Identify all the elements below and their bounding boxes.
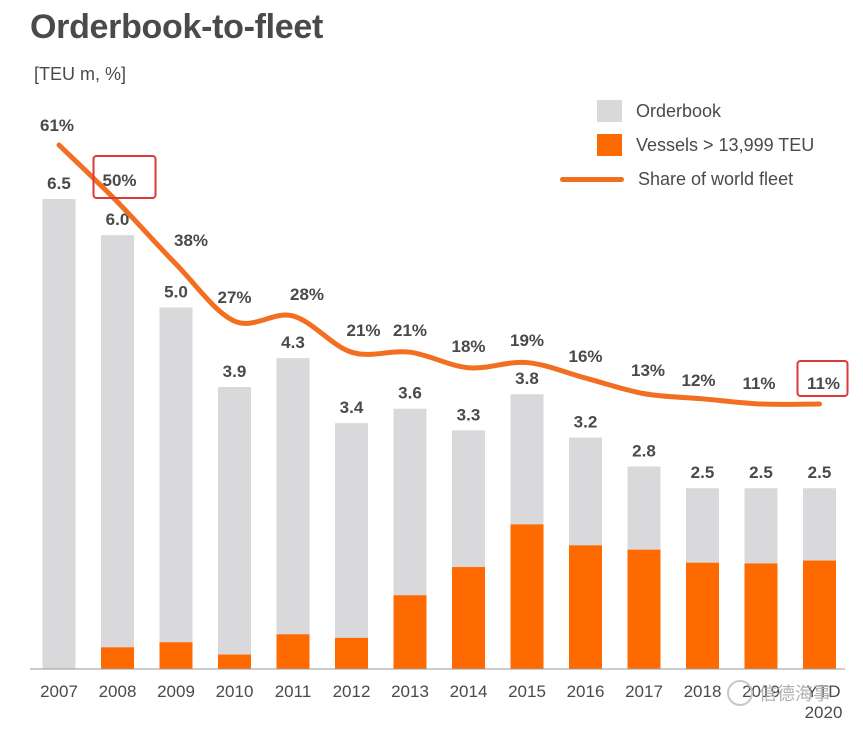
x-tick-label: YTD 2020: [805, 682, 843, 722]
orderbook-value-label: 2.5: [691, 463, 715, 482]
x-tick-label: 2011: [275, 682, 312, 701]
vessels-bar: [627, 549, 661, 669]
x-tick-label: 2009: [157, 682, 195, 701]
vessels-bar: [686, 562, 719, 669]
x-tick-label: 2007: [40, 682, 78, 701]
vessels-bar: [276, 634, 310, 669]
share-value-label: 12%: [681, 371, 715, 390]
orderbook-value-label: 6.0: [106, 210, 130, 229]
share-value-label: 27%: [217, 288, 251, 307]
legend: Orderbook Vessels > 13,999 TEU Share of …: [560, 94, 814, 196]
chart-title: Orderbook-to-fleet: [30, 8, 324, 46]
vessels-bar: [803, 560, 836, 669]
share-value-label: 11%: [742, 374, 775, 393]
x-tick-label: 2018: [684, 682, 722, 701]
vessels-bar: [393, 595, 427, 669]
legend-item-share: Share of world fleet: [560, 162, 814, 196]
x-tick-label: 2013: [391, 682, 429, 701]
legend-item-vessels: Vessels > 13,999 TEU: [560, 128, 814, 162]
orderbook-bar: [42, 199, 76, 669]
orderbook-value-label: 3.3: [457, 405, 481, 424]
share-value-label: 13%: [631, 361, 665, 380]
legend-swatch-orderbook: [597, 100, 622, 122]
highlight-box: [796, 360, 849, 397]
share-value-label: 38%: [174, 231, 208, 250]
x-tick-label: 2012: [333, 682, 371, 701]
orderbook-value-label: 2.8: [632, 442, 656, 461]
legend-label-share: Share of world fleet: [638, 168, 794, 189]
vessels-bar: [218, 654, 251, 669]
orderbook-value-label: 3.2: [574, 413, 598, 432]
unit-label: [TEU m, %]: [34, 64, 127, 84]
legend-line-share: [560, 176, 624, 182]
x-tick-label: 2008: [99, 682, 137, 701]
x-tick-label: 2010: [216, 682, 254, 701]
highlight-box: [92, 155, 157, 199]
vessels-bar: [744, 563, 778, 669]
orderbook-bar: [159, 307, 193, 669]
share-value-label: 21%: [393, 321, 427, 340]
orderbook-bar: [335, 423, 368, 669]
share-value-label: 61%: [40, 116, 74, 135]
share-value-label: 18%: [451, 337, 485, 356]
legend-label-vessels: Vessels > 13,999 TEU: [636, 134, 815, 155]
share-value-label: 16%: [568, 347, 602, 366]
orderbook-value-label: 3.8: [515, 369, 539, 388]
watermark: 信德海事: [727, 680, 831, 706]
x-tick-label: 2014: [450, 682, 488, 701]
share-value-label: 19%: [510, 331, 544, 350]
vessels-bar: [335, 637, 368, 669]
legend-swatch-vessels: [597, 134, 622, 156]
legend-item-orderbook: Orderbook: [560, 94, 814, 128]
orderbook-value-label: 2.5: [749, 463, 773, 482]
orderbook-value-label: 3.4: [340, 398, 364, 417]
vessels-bar: [510, 524, 544, 669]
share-value-label: 50%: [102, 171, 136, 190]
share-value-label: 21%: [346, 321, 380, 340]
orderbook-bar: [101, 235, 134, 669]
share-line: [56, 142, 822, 407]
x-tick-label: 2015: [508, 682, 546, 701]
x-tick-label: 2016: [567, 682, 605, 701]
legend-label-orderbook: Orderbook: [636, 100, 722, 121]
watermark-text: 信德海事: [759, 684, 831, 704]
orderbook-value-label: 5.0: [164, 282, 188, 301]
wechat-logo-icon: [727, 680, 753, 706]
orderbook-bar: [218, 387, 251, 669]
vessels-bar: [452, 567, 485, 669]
share-value-label: 28%: [290, 285, 324, 304]
orderbook-value-label: 2.5: [808, 463, 832, 482]
orderbook-value-label: 4.3: [281, 333, 305, 352]
orderbook-bar: [276, 358, 310, 669]
orderbook-value-label: 6.5: [47, 174, 71, 193]
orderbook-value-label: 3.6: [398, 384, 422, 403]
vessels-bar: [569, 545, 602, 669]
orderbook-value-label: 3.9: [223, 362, 247, 381]
x-tick-label: 2017: [625, 682, 663, 701]
vessels-bar: [101, 647, 134, 669]
vessels-bar: [159, 642, 193, 669]
share-value-label: 11%: [807, 374, 840, 393]
